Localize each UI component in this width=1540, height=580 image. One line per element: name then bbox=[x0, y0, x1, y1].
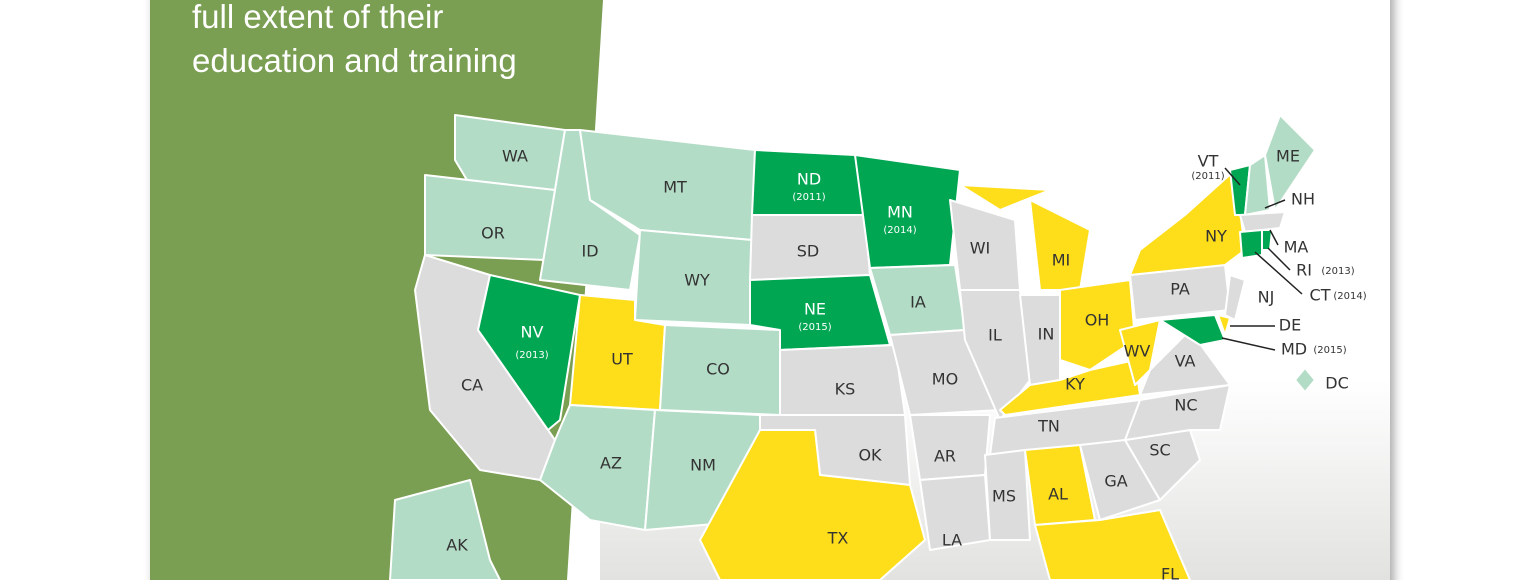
state-label: NE bbox=[804, 300, 826, 319]
state-shape bbox=[1059, 279, 1136, 371]
leader-line bbox=[1267, 247, 1291, 271]
state-shape bbox=[1261, 229, 1273, 251]
state-label: ME bbox=[1276, 147, 1300, 166]
state-label: MA bbox=[1284, 238, 1309, 257]
state-label: WY bbox=[684, 271, 710, 290]
leader-line bbox=[1221, 337, 1276, 351]
state-shape bbox=[999, 359, 1141, 416]
state-label: MN bbox=[887, 203, 913, 222]
state-label: NJ bbox=[1258, 288, 1275, 307]
state-shape bbox=[1034, 509, 1191, 580]
banner-line: education and training bbox=[192, 42, 517, 79]
state-label: TX bbox=[827, 529, 849, 548]
leader-line bbox=[1224, 167, 1241, 186]
state-label: OR bbox=[481, 224, 505, 243]
state-label: MD bbox=[1281, 340, 1307, 359]
state-year: (2013) bbox=[1321, 266, 1354, 277]
state-shape bbox=[389, 479, 501, 580]
state-label: GA bbox=[1104, 472, 1127, 491]
state-shape bbox=[1224, 274, 1246, 321]
state-label: MO bbox=[932, 370, 958, 389]
state-label: NM bbox=[690, 456, 716, 475]
state-year: (2011) bbox=[1191, 171, 1224, 182]
state-label: CA bbox=[461, 376, 483, 395]
leader-line bbox=[1264, 199, 1286, 209]
state-shape bbox=[1294, 367, 1316, 393]
state-label: OH bbox=[1085, 311, 1110, 330]
state-label: SC bbox=[1149, 441, 1170, 460]
state-label: IN bbox=[1038, 325, 1055, 344]
state-label: WV bbox=[1124, 342, 1151, 361]
state-year: (2015) bbox=[798, 322, 831, 333]
state-label: TN bbox=[1037, 417, 1060, 436]
state-shape bbox=[1239, 211, 1286, 233]
state-label: NC bbox=[1174, 396, 1197, 415]
banner-line: full extent of their bbox=[192, 0, 443, 35]
state-label: AZ bbox=[600, 454, 622, 473]
state-label: MT bbox=[663, 178, 687, 197]
state-label: DE bbox=[1279, 316, 1301, 335]
state-shape bbox=[1217, 314, 1231, 336]
state-label: MI bbox=[1052, 251, 1071, 270]
state-label: AL bbox=[1048, 485, 1068, 504]
state-label: WA bbox=[502, 147, 528, 166]
leader-line bbox=[1254, 251, 1303, 295]
state-shape bbox=[1244, 154, 1271, 216]
leader-line bbox=[1269, 229, 1279, 246]
state-label: VA bbox=[1175, 352, 1196, 371]
state-label: WI bbox=[970, 239, 991, 258]
state-label: ND bbox=[797, 170, 821, 189]
state-year: (2013) bbox=[515, 350, 548, 361]
state-label: AR bbox=[934, 447, 956, 466]
state-label: LA bbox=[942, 531, 962, 550]
state-label: NV bbox=[521, 323, 544, 342]
state-shape bbox=[984, 449, 1031, 541]
state-shape bbox=[477, 274, 581, 431]
state-label: FL bbox=[1161, 565, 1179, 580]
state-label: NY bbox=[1205, 227, 1227, 246]
state-year: (2011) bbox=[792, 192, 825, 203]
state-label: OK bbox=[858, 446, 882, 465]
state-shape bbox=[699, 429, 926, 580]
state-label: CT bbox=[1310, 286, 1331, 305]
state-label: CO bbox=[706, 360, 730, 379]
state-label: MS bbox=[992, 487, 1016, 506]
state-label: RI bbox=[1296, 261, 1312, 280]
state-label: SD bbox=[797, 242, 819, 261]
state-label: IL bbox=[988, 326, 1002, 345]
state-label: KY bbox=[1065, 375, 1085, 394]
state-label: NH bbox=[1291, 190, 1315, 209]
state-shape bbox=[1264, 114, 1316, 211]
us-map: WA OR CA NV (2013) ID MT WY UT CO AZ NM ND (2011) SD NE… bbox=[389, 114, 1367, 580]
state-label: ID bbox=[581, 242, 598, 261]
state-shape bbox=[1239, 229, 1263, 259]
state-year: (2014) bbox=[883, 225, 916, 236]
state-shape bbox=[424, 174, 556, 261]
state-label: KS bbox=[835, 380, 856, 399]
state-label: PA bbox=[1170, 280, 1190, 299]
state-label: DC bbox=[1325, 374, 1349, 393]
state-label: AK bbox=[446, 536, 468, 555]
state-shape bbox=[959, 184, 1051, 211]
state-label: IA bbox=[910, 293, 926, 312]
state-year: (2014) bbox=[1333, 291, 1366, 302]
state-shape bbox=[1159, 314, 1226, 346]
state-shape bbox=[1124, 384, 1231, 441]
state-label: UT bbox=[611, 350, 633, 369]
state-label: VT bbox=[1198, 152, 1219, 171]
state-year: (2015) bbox=[1313, 345, 1346, 356]
